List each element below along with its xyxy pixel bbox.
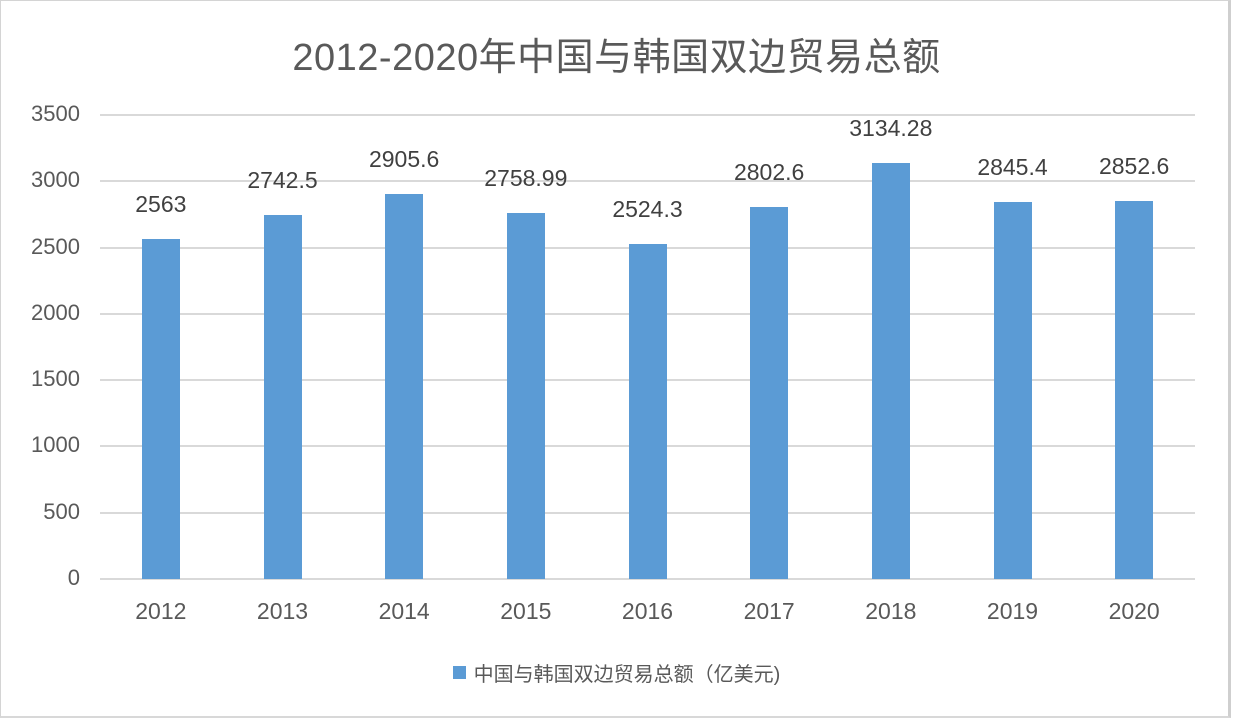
y-tick-label: 2500	[31, 233, 80, 259]
gridline	[100, 114, 1195, 116]
data-label: 2905.6	[368, 145, 440, 172]
data-label: 2563	[135, 191, 187, 218]
y-tick-label: 2000	[31, 299, 80, 325]
legend: 中国与韩国双边贸易总额（亿美元)	[0, 658, 1233, 687]
y-tick-label: 3000	[31, 167, 80, 193]
x-tick-label: 2019	[986, 598, 1039, 624]
x-tick-label: 2014	[378, 598, 430, 624]
y-tick-label: 500	[43, 498, 80, 524]
bar-2012	[141, 239, 180, 579]
chart-title: 2012-2020年中国与韩国双边贸易总额	[292, 37, 941, 79]
data-label: 2802.6	[733, 159, 805, 186]
data-label: 2758.99	[484, 165, 568, 192]
x-tick-label: 2016	[621, 598, 674, 624]
bar-2018	[871, 163, 910, 579]
x-tick-label: 2015	[500, 598, 552, 624]
x-tick-label: 2017	[743, 598, 795, 624]
y-tick-label: 0	[67, 565, 80, 590]
legend-swatch-icon	[452, 666, 466, 679]
bar-2014	[385, 193, 424, 579]
x-tick-label: 2020	[1108, 598, 1160, 624]
data-label: 3134.28	[849, 115, 933, 142]
data-label: 2742.5	[247, 167, 318, 194]
bar-2020	[1115, 200, 1154, 579]
gridline	[100, 578, 1195, 580]
bar-2016	[628, 244, 667, 579]
y-tick-label: 1500	[31, 366, 80, 392]
x-tick-label: 2018	[865, 598, 917, 624]
bar-2019	[993, 201, 1032, 579]
data-label: 2852.6	[1098, 152, 1170, 179]
bar-2015	[506, 213, 545, 579]
plot-area: 2563 2742.5 2905.6 2758.99 2524.3 2802.6 3134.…	[100, 114, 1195, 580]
x-tick-label: 2013	[256, 598, 309, 624]
bar-2013	[263, 215, 302, 579]
data-label: 2524.3	[612, 196, 683, 223]
y-tick-label: 3500	[31, 101, 80, 126]
legend-label: 中国与韩国双边贸易总额（亿美元)	[473, 664, 781, 686]
y-tick-label: 1000	[31, 432, 80, 458]
gridline	[100, 180, 1195, 183]
bar-2017	[750, 207, 789, 579]
data-label: 2845.4	[977, 153, 1048, 180]
x-tick-label: 2012	[135, 598, 187, 624]
